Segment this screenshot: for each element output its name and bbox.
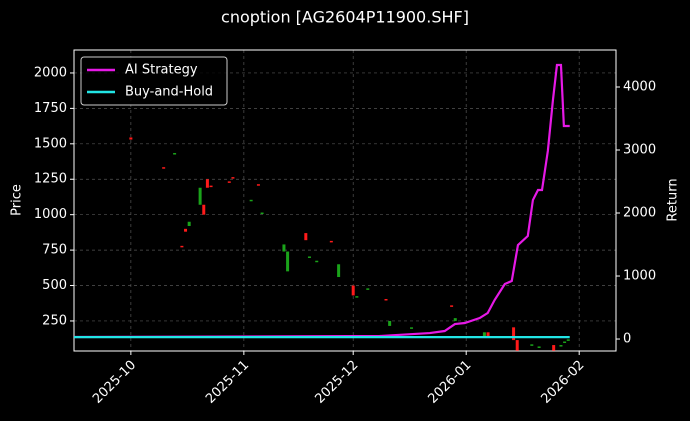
candle-body [286, 251, 290, 272]
candle-body [129, 137, 133, 140]
candle-body [184, 228, 188, 232]
candle-body [512, 327, 516, 341]
candle-body [566, 339, 570, 341]
y-tick-label: 750 [42, 243, 67, 258]
y2-tick-label: 2000 [623, 206, 656, 221]
chart-title: cnoption [AG2604P11900.SHF] [221, 8, 469, 27]
y2-tick-label: 4000 [623, 79, 656, 94]
candle-body [366, 288, 370, 290]
candle-body [315, 260, 319, 263]
candle-body [355, 296, 359, 298]
y-axis-label: Price [10, 184, 25, 216]
candle-body [205, 179, 209, 188]
candle-body [282, 244, 286, 252]
legend-label: Buy-and-Hold [125, 85, 213, 100]
candle-body [173, 153, 177, 155]
line [74, 63, 570, 339]
y2-tick-label: 1000 [623, 269, 656, 284]
candle-body [249, 199, 253, 202]
candle-body [388, 320, 392, 326]
candle-body [552, 345, 556, 351]
y-tick-label: 1250 [34, 172, 67, 187]
candle-body [304, 233, 308, 241]
candle-body [329, 240, 333, 243]
candle-body [410, 327, 414, 329]
candle-body [486, 332, 490, 338]
legend-box [80, 56, 228, 106]
candle-body [384, 298, 388, 301]
candle-body [307, 256, 311, 258]
candle-body [537, 346, 541, 348]
y2-tick-label: 3000 [623, 142, 656, 157]
candle-body [559, 345, 563, 347]
y-tick-label: 250 [42, 313, 67, 328]
candle-body [482, 332, 486, 337]
candle-body [202, 204, 206, 215]
candle-body [563, 341, 567, 344]
candle-body [256, 184, 260, 186]
candle-body [337, 264, 341, 278]
candle-body [227, 181, 231, 183]
candle-body [209, 185, 213, 188]
y-tick-label: 2000 [34, 65, 67, 80]
candle-body [187, 221, 191, 227]
y-tick-label: 1500 [34, 136, 67, 151]
candle-body [515, 340, 519, 351]
y-tick-label: 1750 [34, 101, 67, 116]
candle-body [162, 167, 166, 169]
y2-tick-label: 0 [623, 332, 631, 347]
plot-area [74, 63, 570, 351]
candle-body [198, 187, 202, 205]
candle-body [231, 177, 235, 179]
y-tick-label: 500 [42, 278, 67, 293]
plot-frame [73, 49, 617, 352]
y-tick-label: 1000 [34, 207, 67, 222]
y2-axis-label: Return [666, 178, 681, 221]
candle-body [530, 344, 534, 346]
candle-body [453, 318, 457, 321]
candle-body [180, 245, 184, 248]
candle-body [450, 305, 454, 307]
candle-body [351, 285, 355, 296]
candle-body [260, 212, 264, 215]
legend-label: AI Strategy [125, 63, 198, 78]
